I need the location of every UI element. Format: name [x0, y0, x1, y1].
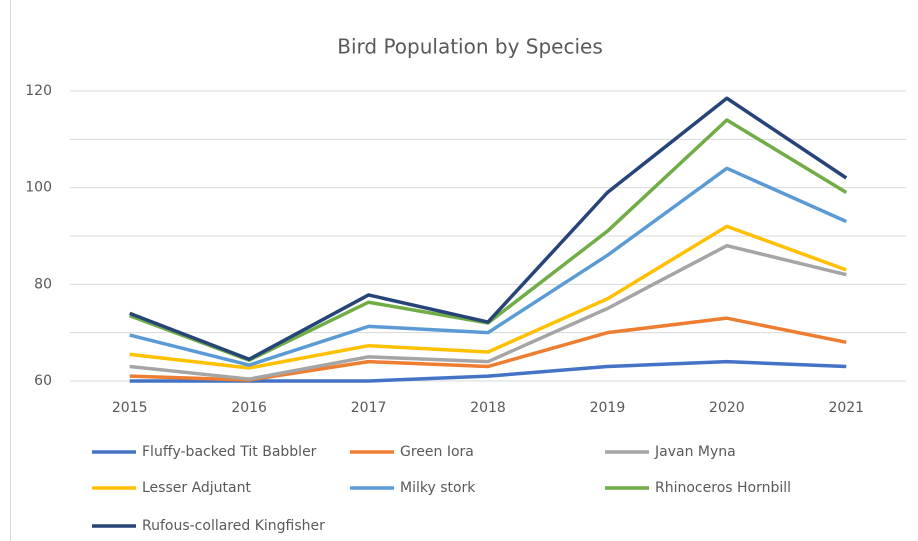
- y-tick-label: 60: [34, 373, 52, 389]
- x-tick-label: 2017: [351, 400, 387, 416]
- legend-label: Lesser Adjutant: [142, 480, 251, 496]
- series-line: [129, 243, 847, 381]
- legend-label: Green Iora: [400, 444, 474, 460]
- x-tick-label: 2015: [112, 400, 148, 416]
- chart-title: Bird Population by Species: [337, 35, 603, 59]
- legend-label: Rhinoceros Hornbill: [655, 480, 791, 496]
- y-tick-label: 120: [25, 83, 52, 99]
- series-line: [129, 96, 848, 361]
- series-line: [129, 166, 847, 367]
- y-tick-label: 80: [34, 276, 52, 292]
- chart-border: [10, 0, 918, 541]
- series-line: [129, 224, 847, 370]
- x-tick-label: 2018: [470, 400, 506, 416]
- legend-label: Milky stork: [400, 480, 476, 496]
- legend-label: Fluffy-backed Tit Babbler: [142, 444, 317, 460]
- legend-label: Javan Myna: [654, 444, 736, 460]
- x-tick-label: 2019: [590, 400, 626, 416]
- x-tick-label: 2021: [828, 400, 864, 416]
- legend-label: Rufous-collared Kingfisher: [142, 518, 325, 534]
- x-tick-label: 2020: [709, 400, 745, 416]
- x-tick-label: 2016: [231, 400, 267, 416]
- y-tick-label: 100: [25, 180, 52, 196]
